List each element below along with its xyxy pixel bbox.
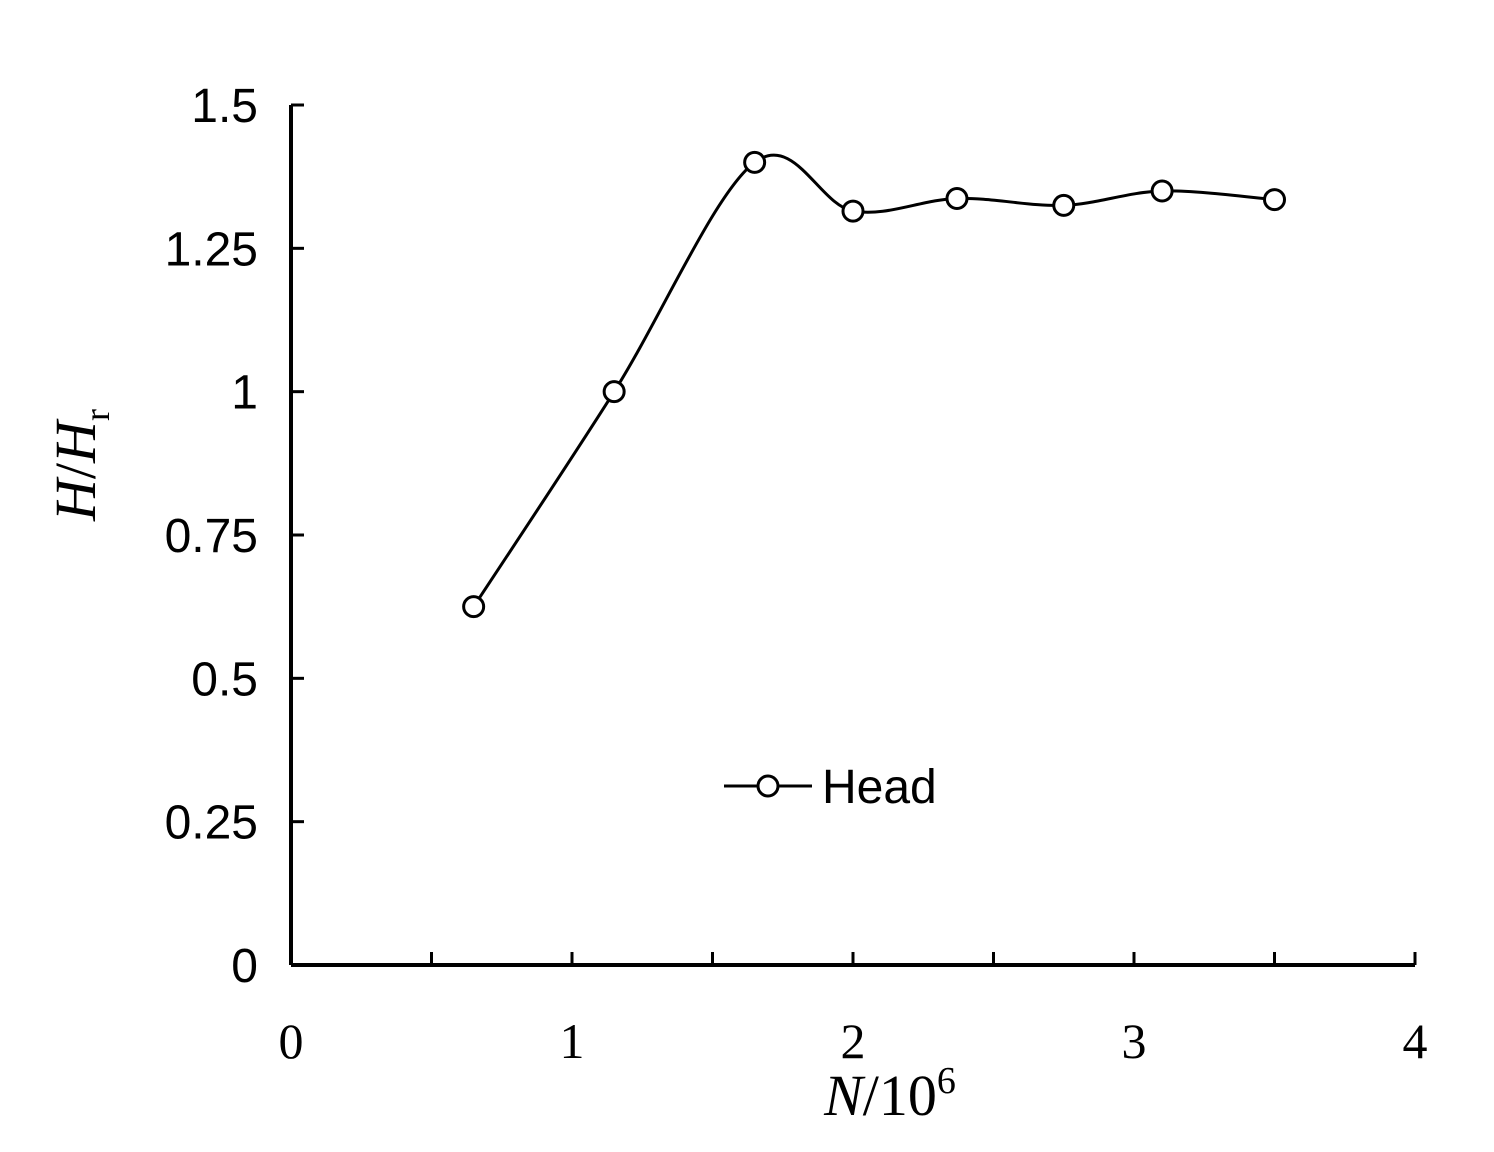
y-axis-title-slash: / — [43, 462, 108, 479]
x-tick-label: 0 — [279, 1013, 304, 1069]
tick-labels: 0 0.25 0.5 0.75 1 1.25 1.5 0 1 2 3 4 — [165, 80, 1428, 1069]
data-point — [841, 199, 865, 223]
y-axis-title-var2: H — [43, 418, 108, 464]
data-point — [462, 595, 486, 619]
x-axis-title-var: N — [823, 1063, 866, 1128]
x-tick-label: 3 — [1122, 1013, 1147, 1069]
data-point — [602, 380, 626, 404]
x-axis-title-rest: /10 — [863, 1063, 937, 1128]
legend-label: Head — [822, 761, 937, 814]
x-tick-label: 2 — [841, 1013, 866, 1069]
data-point — [945, 186, 969, 210]
y-tick-label: 0.25 — [165, 797, 258, 850]
data-point — [1052, 193, 1076, 217]
ticks — [289, 103, 1417, 967]
y-tick-label: 0 — [231, 940, 258, 993]
series-layer — [462, 150, 1286, 619]
y-tick-label: 1.5 — [191, 80, 258, 133]
y-tick-label: 0.5 — [191, 653, 258, 706]
axes — [289, 105, 1415, 967]
y-tick-label: 0.75 — [165, 510, 258, 563]
series-line-head — [472, 153, 1275, 608]
data-point — [743, 150, 767, 174]
x-axis-title: N/106 — [823, 1060, 956, 1128]
y-axis-title: H/Hr — [43, 409, 117, 522]
y-tick-label: 1 — [231, 367, 258, 420]
legend: Head — [724, 761, 937, 814]
x-axis-title-sup: 6 — [937, 1060, 956, 1102]
x-tick-label: 1 — [560, 1013, 585, 1069]
y-axis-title-sub: r — [77, 409, 117, 421]
data-point — [1150, 179, 1174, 203]
legend-marker — [756, 774, 780, 798]
y-tick-label: 1.25 — [165, 223, 258, 276]
x-tick-label: 4 — [1403, 1013, 1428, 1069]
y-axis-title-var1: H — [43, 476, 108, 522]
data-point — [1263, 188, 1286, 212]
